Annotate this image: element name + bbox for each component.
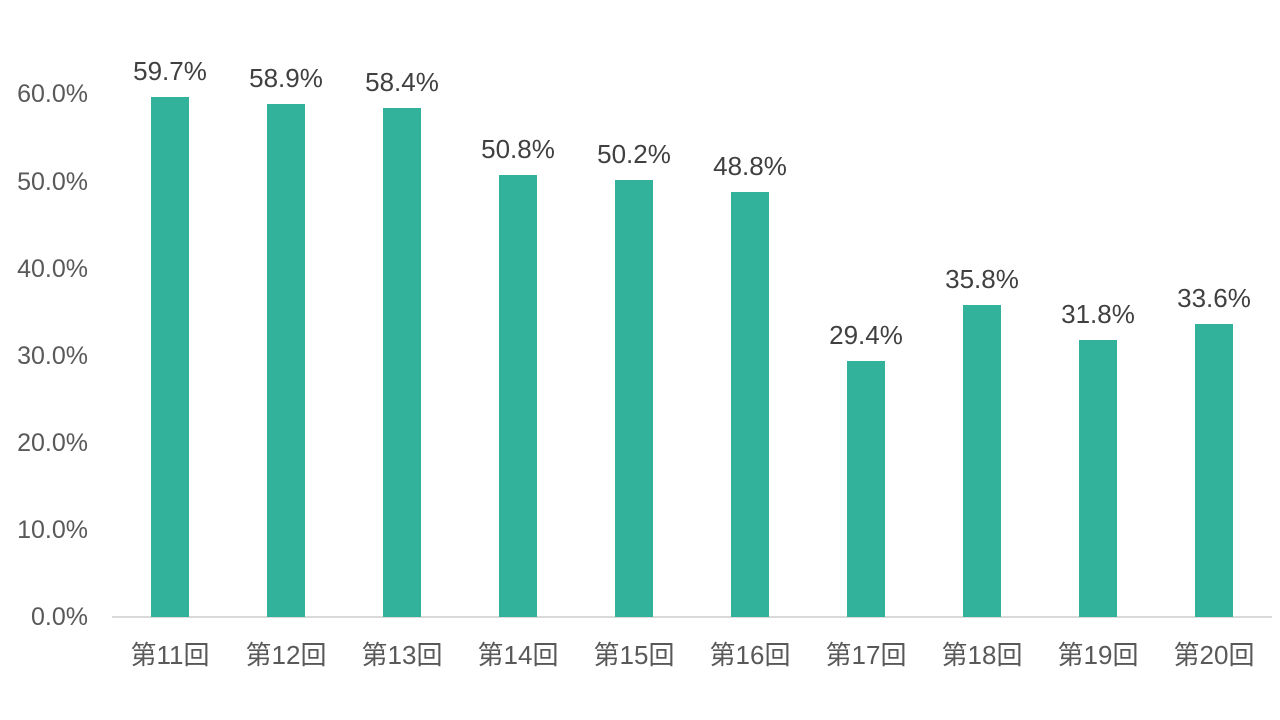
bar bbox=[963, 305, 1001, 617]
x-axis-tick-label: 第12回 bbox=[245, 640, 327, 670]
bar-value-label: 31.8% bbox=[1061, 299, 1135, 329]
bar bbox=[151, 97, 189, 617]
bar-value-label: 48.8% bbox=[713, 151, 787, 181]
bar bbox=[731, 192, 769, 617]
y-axis-tick-label: 10.0% bbox=[17, 515, 88, 544]
bar bbox=[499, 175, 537, 617]
bar bbox=[383, 108, 421, 617]
bar-value-label: 58.9% bbox=[249, 63, 323, 93]
y-axis-tick-label: 50.0% bbox=[17, 167, 88, 196]
x-axis-tick-label: 第17回 bbox=[825, 640, 907, 670]
bar-value-label: 35.8% bbox=[945, 264, 1019, 294]
x-axis-tick-label: 第19回 bbox=[1057, 640, 1139, 670]
y-axis-tick-label: 0.0% bbox=[31, 603, 88, 631]
y-axis-tick-label: 60.0% bbox=[17, 80, 88, 109]
y-axis-tick-label: 40.0% bbox=[17, 254, 88, 283]
x-axis-tick-label: 第11回 bbox=[130, 640, 210, 670]
bar bbox=[267, 104, 305, 617]
x-axis-tick-label: 第20回 bbox=[1173, 640, 1255, 670]
bar bbox=[1079, 340, 1117, 617]
bar-value-label: 50.8% bbox=[481, 134, 555, 164]
bar bbox=[1195, 324, 1233, 617]
x-axis-tick-label: 第14回 bbox=[477, 640, 559, 670]
bar-value-label: 33.6% bbox=[1177, 283, 1251, 313]
bar-value-label: 29.4% bbox=[829, 320, 903, 350]
x-axis-tick-label: 第15回 bbox=[593, 640, 675, 670]
bar-value-label: 58.4% bbox=[365, 67, 439, 97]
bar bbox=[615, 180, 653, 617]
x-axis-line bbox=[112, 616, 1272, 618]
bar-value-label: 59.7% bbox=[133, 56, 207, 86]
bar bbox=[847, 361, 885, 617]
y-axis-tick-label: 30.0% bbox=[17, 341, 88, 370]
bar-value-label: 50.2% bbox=[597, 139, 671, 169]
y-axis-tick-label: 20.0% bbox=[17, 428, 88, 457]
x-axis-tick-label: 第13回 bbox=[361, 640, 443, 670]
x-axis-tick-label: 第18回 bbox=[941, 640, 1023, 670]
x-axis-tick-label: 第16回 bbox=[709, 640, 791, 670]
